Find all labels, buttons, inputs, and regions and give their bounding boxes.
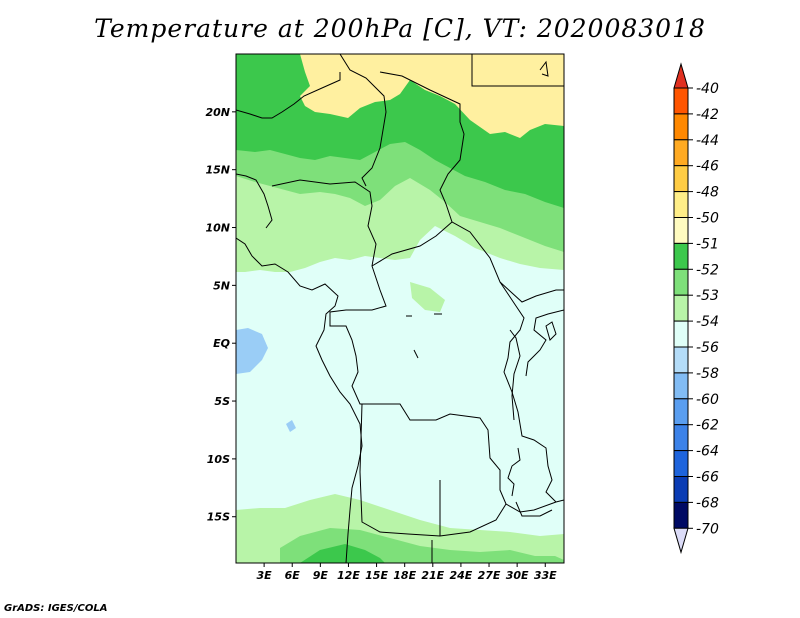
lat-tick-label: 10S	[207, 453, 230, 466]
lon-tick-label: 3E	[257, 569, 273, 582]
colorbar-label: -70	[696, 521, 719, 537]
lon-tick-label: 15E	[365, 569, 388, 582]
colorbar-label: -64	[696, 444, 719, 460]
colorbar-box	[673, 398, 689, 426]
colorbar-label: -51	[696, 236, 719, 252]
lat-tick-label: 20N	[205, 106, 230, 119]
longitude-axis: 3E 6E 9E 12E 15E 18E 21E 24E 27E 30E 33E	[257, 563, 557, 582]
colorbar-label: -68	[696, 495, 719, 511]
latitude-axis: 20N 15N 10N 5N EQ 5S 10S 15S	[205, 106, 236, 524]
lat-tick-label: 10N	[205, 222, 230, 235]
colorbar-box	[673, 476, 689, 503]
colorbar-box	[673, 424, 689, 452]
colorbar-boxes	[673, 62, 689, 555]
colorbar-label: -54	[696, 314, 719, 330]
colorbar-box	[673, 113, 689, 141]
lat-tick-label: 5N	[213, 279, 230, 292]
plot-frame	[235, 53, 565, 564]
colorbar-label: -56	[696, 340, 719, 356]
lat-tick-label: 15N	[205, 164, 230, 177]
lat-tick-label: 15S	[207, 511, 230, 524]
colorbar-box	[673, 320, 689, 348]
colorbar-box	[673, 450, 689, 478]
lat-tick-label: EQ	[213, 337, 230, 350]
lon-tick-label: 9E	[313, 569, 329, 582]
lon-tick-label: 6E	[285, 569, 301, 582]
colorbar-box	[673, 372, 689, 400]
region-yellow	[300, 54, 564, 138]
colorbar-bottom-arrow	[673, 527, 689, 555]
lat-tick-label: 5S	[214, 395, 230, 408]
colorbar-box	[673, 294, 689, 322]
colorbar-label: -42	[696, 107, 719, 123]
region-blue-patch-2	[286, 420, 296, 432]
colorbar-box	[673, 87, 689, 115]
lon-tick-label: 24E	[450, 569, 473, 582]
colorbar-label: -46	[696, 159, 719, 175]
region-blue-patch-1	[236, 328, 268, 374]
colorbar-box	[673, 242, 689, 270]
lon-tick-label: 21E	[421, 569, 444, 582]
lon-tick-label: 30E	[506, 569, 529, 582]
colorbar-box	[673, 501, 689, 529]
colorbar-label: -60	[696, 392, 719, 408]
colorbar-label: -50	[696, 211, 719, 227]
lon-tick-label: 12E	[337, 569, 360, 582]
colorbar-label: -58	[696, 366, 719, 382]
coastlines-borders	[236, 54, 564, 563]
region-light-green-blob	[410, 282, 445, 312]
region-south-dark-green	[300, 544, 385, 563]
lon-tick-label: 33E	[534, 569, 557, 582]
colorbar-box	[673, 139, 689, 167]
lon-tick-label: 27E	[478, 569, 501, 582]
grads-credit: GrADS: IGES/COLA	[4, 603, 108, 614]
colorbar-label: -66	[696, 470, 719, 486]
colorbar-box	[673, 191, 689, 219]
map-title: Temperature at 200hPa [C], VT: 202008301…	[94, 14, 706, 43]
colorbar-top-arrow	[673, 62, 689, 89]
colorbar-label: -53	[696, 288, 719, 304]
colorbar-label: -44	[696, 133, 719, 149]
colorbar-label: -48	[696, 185, 719, 201]
colorbar-label: -40	[696, 81, 719, 97]
temperature-field	[236, 54, 564, 563]
colorbar-box	[673, 268, 689, 296]
colorbar-labels: -40 -42 -44 -46 -48 -50 -51 -52 -53 -54 -56 -58 -60 -…	[688, 81, 719, 537]
colorbar-box	[673, 346, 689, 374]
lon-tick-label: 18E	[393, 569, 416, 582]
colorbar-label: -62	[696, 418, 719, 434]
colorbar-box	[673, 217, 689, 244]
colorbar-label: -52	[696, 262, 719, 278]
colorbar-box	[673, 165, 689, 193]
